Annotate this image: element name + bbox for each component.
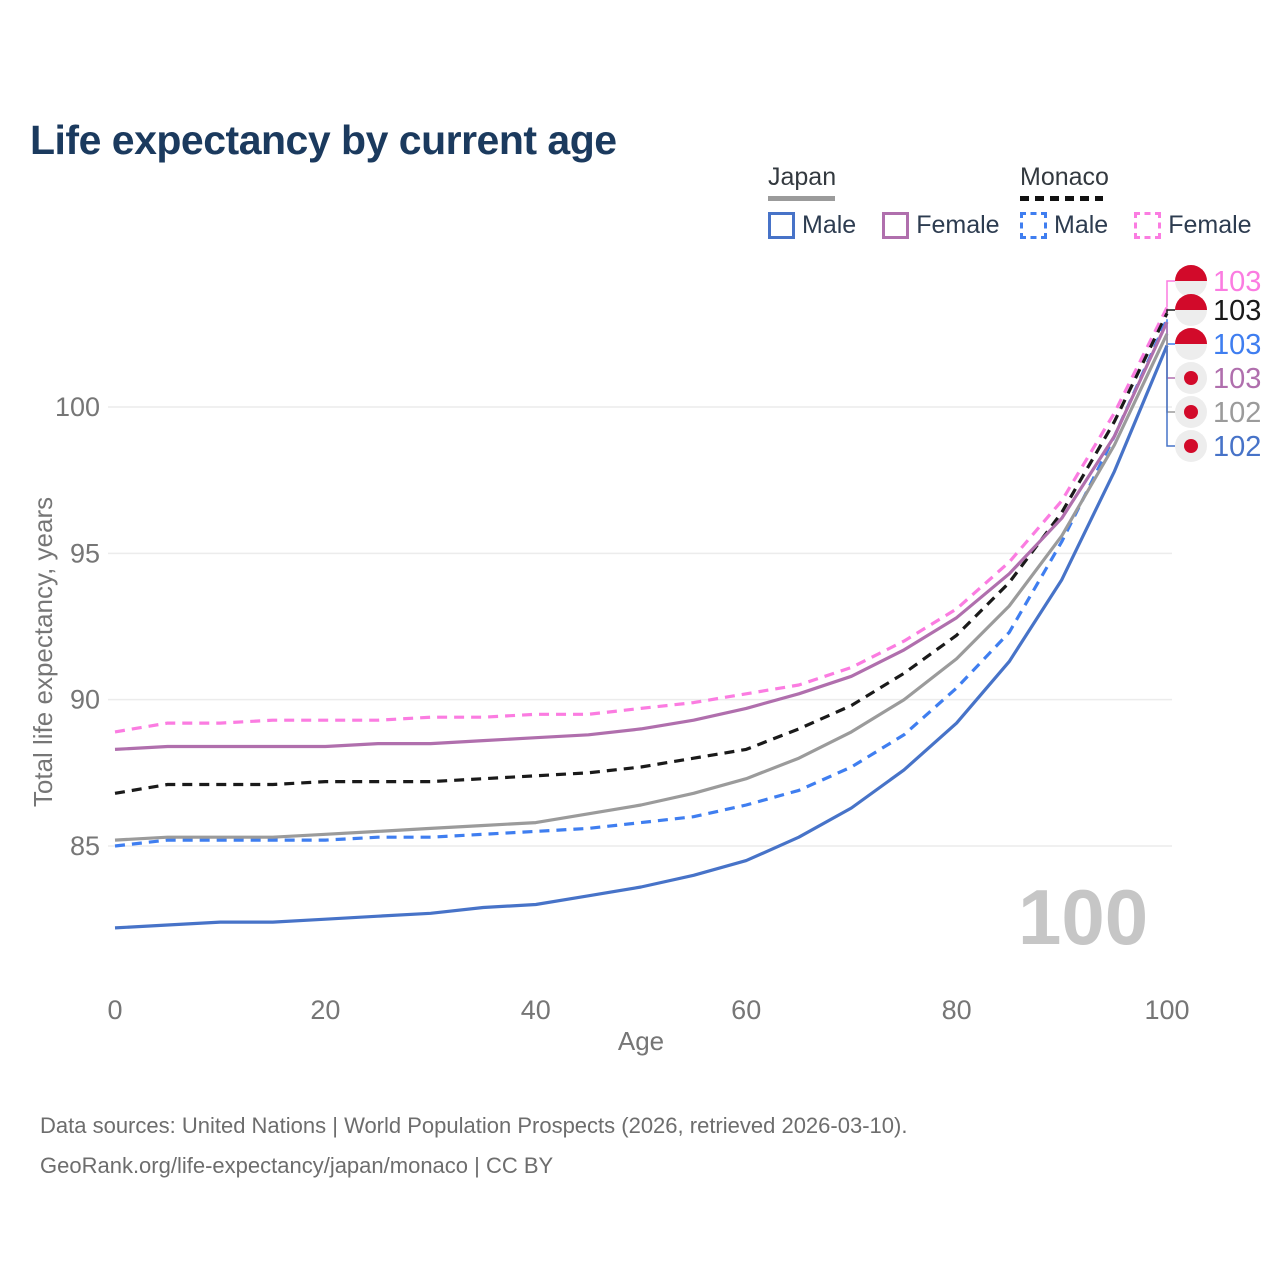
monaco-flag-red-half — [1175, 265, 1207, 281]
legend-item-label: Female — [916, 211, 1000, 239]
japan-female-swatch-icon — [882, 212, 910, 239]
age-counter-watermark: 100 — [1018, 873, 1149, 961]
x-tick-80: 80 — [942, 995, 972, 1025]
series-line-japan-male[interactable] — [114, 344, 1169, 930]
series-line-japan-female[interactable] — [114, 321, 1169, 751]
series-line-monaco[interactable] — [114, 312, 1169, 795]
end-value-japan-female: 103 — [1213, 363, 1261, 395]
series-line-monaco-male[interactable] — [114, 318, 1169, 848]
end-leader-japan — [1166, 333, 1175, 413]
monaco-female-swatch-icon — [1134, 212, 1162, 239]
x-tick-40: 40 — [521, 995, 551, 1025]
end-leader-monaco — [1166, 309, 1175, 314]
x-axis-title: Age — [618, 1026, 664, 1056]
end-value-japan-male: 102 — [1213, 431, 1261, 463]
end-leader-japan-female — [1166, 322, 1175, 379]
japan-flag-red-dot — [1184, 371, 1198, 385]
monaco-flag-red-half — [1175, 294, 1207, 310]
legend-item-label: Male — [1054, 211, 1109, 239]
monaco-flag-red-half — [1175, 328, 1207, 344]
japan-flag-red-dot — [1184, 439, 1198, 453]
japan-flag-red-dot — [1184, 405, 1198, 419]
legend-monaco-line-sample — [1020, 196, 1103, 201]
legend-item-label: Female — [1168, 211, 1252, 239]
x-tick-0: 0 — [107, 995, 122, 1025]
end-value-monaco-female: 103 — [1213, 266, 1261, 298]
end-value-monaco-male: 103 — [1213, 329, 1261, 361]
end-value-monaco: 103 — [1213, 295, 1261, 327]
legend-japan-label[interactable]: Japan — [768, 163, 837, 191]
y-tick-95: 95 — [70, 538, 100, 568]
legend-japan-line-sample — [768, 196, 835, 201]
legend-item-japan-female[interactable]: Female — [882, 211, 1000, 240]
legend-item-monaco-female[interactable]: Female — [1134, 211, 1252, 240]
y-tick-85: 85 — [70, 831, 100, 861]
legend-item-label: Male — [802, 211, 857, 239]
x-tick-100: 100 — [1144, 995, 1189, 1025]
data-sources-line: Data sources: United Nations | World Pop… — [40, 1113, 908, 1138]
series-line-monaco-female[interactable] — [114, 306, 1169, 734]
x-tick-20: 20 — [310, 995, 340, 1025]
legend-monaco-label[interactable]: Monaco — [1020, 163, 1109, 191]
legend-item-japan-male[interactable]: Male — [768, 211, 856, 240]
end-value-japan: 102 — [1213, 397, 1261, 429]
legend-group-monaco: Monaco Male Female — [1020, 163, 1252, 240]
y-tick-90: 90 — [70, 685, 100, 715]
monaco-male-swatch-icon — [1020, 212, 1047, 239]
end-leader-monaco-female — [1166, 280, 1175, 308]
series-line-japan[interactable] — [114, 333, 1169, 842]
legend-item-monaco-male[interactable]: Male — [1020, 211, 1108, 240]
japan-male-swatch-icon — [768, 212, 795, 239]
end-leader-japan-male — [1166, 345, 1175, 447]
page-title: Life expectancy by current age — [30, 117, 617, 164]
y-tick-100: 100 — [55, 392, 100, 422]
legend-group-japan: Japan Male Female — [768, 163, 1000, 240]
source-caption: Data sources: United Nations | World Pop… — [40, 1106, 907, 1186]
y-axis-title: Total life expectancy, years — [28, 497, 58, 807]
x-tick-60: 60 — [731, 995, 761, 1025]
attribution-line: GeoRank.org/life-expectancy/japan/monaco… — [40, 1153, 554, 1178]
